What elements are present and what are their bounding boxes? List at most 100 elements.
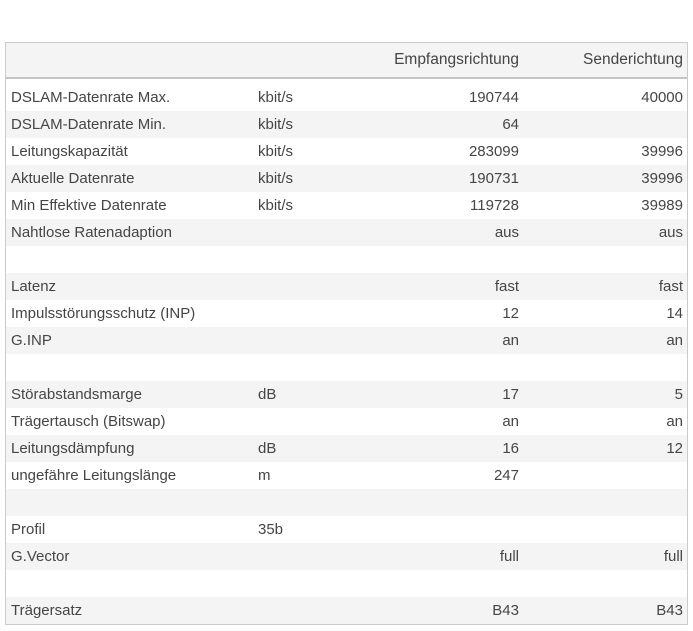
row-value-receive: 190744 [468, 89, 519, 106]
table-header-row: Empfangsrichtung Senderichtung [6, 43, 687, 79]
row-label: G.Vector [11, 548, 70, 565]
row-value-receive: 247 [493, 467, 519, 484]
row-value-receive [364, 516, 519, 543]
row-label [6, 354, 258, 381]
row-label [6, 246, 258, 273]
row-label: Min Effektive Datenrate [11, 197, 167, 214]
table-row [6, 354, 687, 381]
row-value-receive: aus [494, 224, 519, 241]
row-value-receive: an [502, 413, 519, 430]
row-value-send: B43 [656, 602, 683, 619]
row-unit: kbit/s [258, 116, 294, 133]
row-value-send: aus [658, 224, 683, 241]
header-label-column [6, 43, 258, 77]
row-label: ungefähre Leitungslänge [11, 467, 177, 484]
header-senderichtung: Senderichtung [583, 51, 683, 68]
row-unit [258, 570, 364, 597]
row-value-receive: 16 [502, 440, 519, 457]
row-label [6, 489, 258, 516]
table-row: Leitungskapazität kbit/s 283099 39996 [6, 138, 687, 165]
row-label: Nahtlose Ratenadaption [11, 224, 172, 241]
row-value-send: 40000 [641, 89, 683, 106]
table-row: Min Effektive Datenrate kbit/s 119728 39… [6, 192, 687, 219]
header-empfangsrichtung: Empfangsrichtung [394, 51, 519, 68]
row-label: G.INP [11, 332, 52, 349]
row-value-send: 12 [666, 440, 683, 457]
table-row: Nahtlose Ratenadaption aus aus [6, 219, 687, 246]
row-value-receive: 12 [502, 305, 519, 322]
row-unit [258, 408, 364, 435]
table-row [6, 570, 687, 597]
row-label: Aktuelle Datenrate [11, 170, 135, 187]
row-value-receive: fast [494, 278, 519, 295]
row-value-send [519, 489, 687, 516]
table-row: Trägertausch (Bitswap) an an [6, 408, 687, 435]
row-value-receive: B43 [492, 602, 519, 619]
row-label [6, 570, 258, 597]
row-unit [258, 597, 364, 624]
row-unit: kbit/s [258, 170, 294, 187]
table-row: Leitungsdämpfung dB 16 12 [6, 435, 687, 462]
row-unit: kbit/s [258, 143, 294, 160]
row-unit [258, 300, 364, 327]
row-value-send: 39996 [641, 143, 683, 160]
row-value-send: full [663, 548, 683, 565]
row-unit [258, 246, 364, 273]
row-label: Trägertausch (Bitswap) [11, 413, 166, 430]
table-row: Aktuelle Datenrate kbit/s 190731 39996 [6, 165, 687, 192]
table-row: Trägersatz B43 B43 [6, 597, 687, 624]
row-unit: dB [258, 386, 277, 403]
row-value-receive: full [499, 548, 519, 565]
row-label: Profil [11, 521, 46, 538]
row-value-send: 14 [666, 305, 683, 322]
row-unit [258, 327, 364, 354]
header-spacer [6, 79, 687, 84]
table-row: Impulsstörungsschutz (INP) 12 14 [6, 300, 687, 327]
row-unit [258, 219, 364, 246]
row-value-send [519, 354, 687, 381]
table-row: G.INP an an [6, 327, 687, 354]
row-value-send: an [666, 413, 683, 430]
row-unit: dB [258, 440, 277, 457]
table-row: ungefähre Leitungslänge m 247 [6, 462, 687, 489]
row-unit: 35b [258, 521, 284, 538]
table-row [6, 246, 687, 273]
row-value-send: 39996 [641, 170, 683, 187]
row-value-send [519, 246, 687, 273]
row-value-send: 5 [674, 386, 683, 403]
table-row: Profil 35b [6, 516, 687, 543]
table-body: DSLAM-Datenrate Max. kbit/s 190744 40000… [6, 84, 687, 624]
row-label: DSLAM-Datenrate Max. [11, 89, 171, 106]
dsl-information-table: Empfangsrichtung Senderichtung DSLAM-Dat… [5, 42, 688, 625]
row-unit: kbit/s [258, 89, 294, 106]
row-value-send [519, 462, 687, 489]
row-value-receive: 17 [502, 386, 519, 403]
row-label: Leitungskapazität [11, 143, 128, 160]
row-value-receive [364, 246, 519, 273]
row-value-receive [364, 489, 519, 516]
row-unit: kbit/s [258, 197, 294, 214]
row-value-send [519, 111, 687, 138]
table-row: DSLAM-Datenrate Max. kbit/s 190744 40000 [6, 84, 687, 111]
row-value-receive: an [502, 332, 519, 349]
row-value-receive [364, 354, 519, 381]
row-value-receive: 190731 [468, 170, 519, 187]
row-unit [258, 273, 364, 300]
row-label: Störabstandsmarge [11, 386, 142, 403]
row-unit [258, 354, 364, 381]
row-unit [258, 489, 364, 516]
row-value-send: 39989 [641, 197, 683, 214]
row-value-receive [364, 570, 519, 597]
row-label: DSLAM-Datenrate Min. [11, 116, 167, 133]
row-label: Trägersatz [11, 602, 83, 619]
row-unit [258, 543, 364, 570]
row-value-receive: 283099 [468, 143, 519, 160]
row-value-send: fast [658, 278, 683, 295]
table-row: Störabstandsmarge dB 17 5 [6, 381, 687, 408]
table-row: DSLAM-Datenrate Min. kbit/s 64 [6, 111, 687, 138]
table-row: G.Vector full full [6, 543, 687, 570]
row-label: Impulsstörungsschutz (INP) [11, 305, 196, 322]
row-label: Leitungsdämpfung [11, 440, 135, 457]
table-row: Latenz fast fast [6, 273, 687, 300]
row-unit: m [258, 467, 271, 484]
